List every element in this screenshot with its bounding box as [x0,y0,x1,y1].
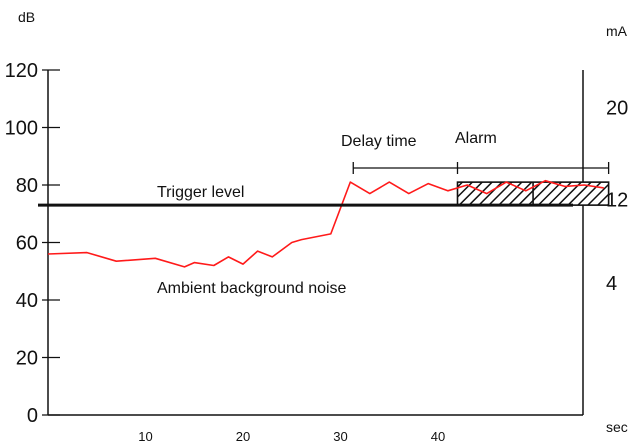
left-tick-label: 40 [16,290,38,312]
trigger-level-label: Trigger level [157,184,244,201]
right-tick-label: 20 [606,97,628,119]
left-tick-label: 80 [16,175,38,197]
alarm-label: Alarm [455,130,497,147]
x-axis-ticks: 10 20 30 40 [138,429,445,444]
left-tick-label: 0 [27,405,38,427]
right-axis-ticks: 20 12 4 [606,97,628,294]
left-tick-label: 100 [5,118,38,140]
time-brackets [352,162,610,174]
right-unit-label: mA [606,23,628,39]
x-tick-label: 20 [236,429,250,443]
left-tick-label: 120 [5,60,38,82]
delay-time-label: Delay time [341,133,417,150]
left-tick-label: 60 [16,233,38,255]
left-axis-ticks: 0 20 40 60 80 100 120 [5,60,60,427]
right-tick-label: 4 [606,273,617,295]
left-tick-label: 20 [16,348,38,370]
right-tick-label: 12 [606,189,628,211]
series-line [47,179,604,268]
x-unit-label: sec [606,419,628,435]
left-unit-label: dB [18,9,35,25]
ambient-noise-label: Ambient background noise [157,280,347,297]
x-tick-label: 40 [431,429,445,443]
x-tick-label: 10 [138,429,152,443]
x-tick-label: 30 [333,429,347,443]
